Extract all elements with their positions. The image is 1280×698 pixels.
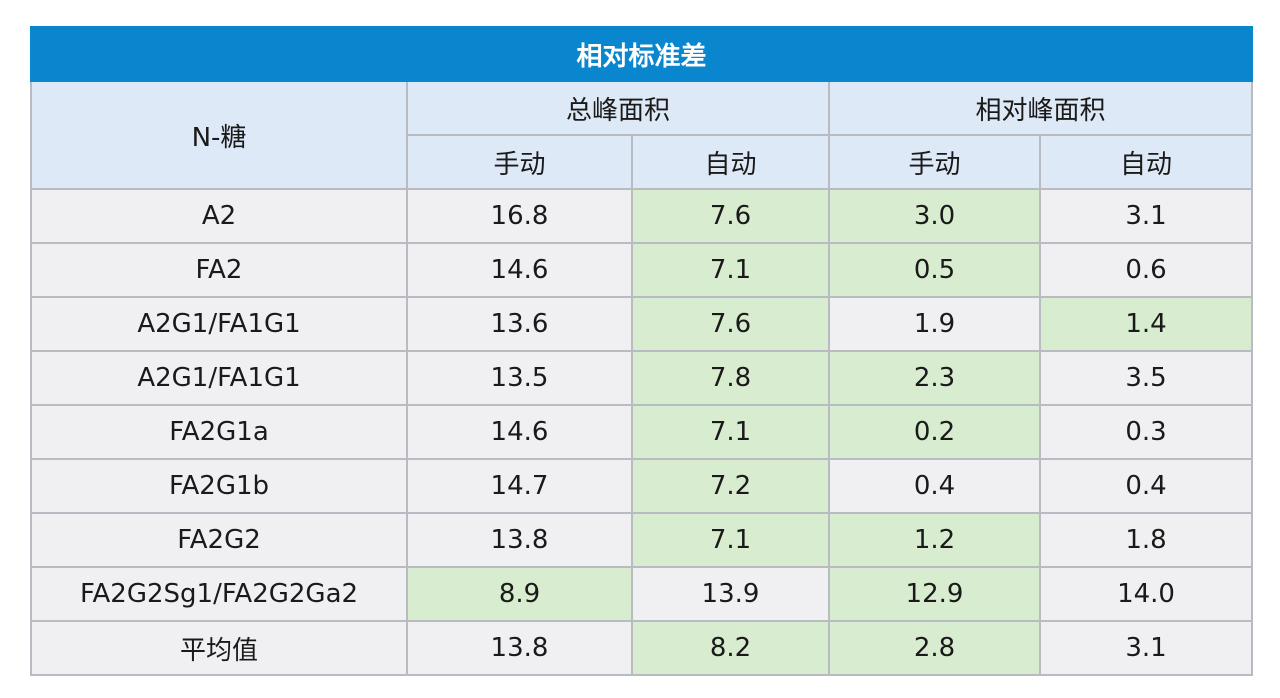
- group-header-total-peak-area: 总峰面积: [406, 80, 830, 136]
- value-cell: 2.3: [828, 350, 1041, 406]
- value-cell: 7.1: [631, 404, 830, 460]
- value-cell: 7.2: [631, 458, 830, 514]
- value-cell: 1.8: [1038, 512, 1254, 568]
- rsd-table: 相对标准差 N-糖 总峰面积 相对峰面积 手动 自动 手动 自动 A2 16.8 7…: [29, 26, 1254, 676]
- table-row: FA2G1b 14.7 7.2 0.4 0.4: [30, 458, 1254, 514]
- value-cell: 7.6: [631, 296, 830, 352]
- value-cell: 7.1: [631, 512, 830, 568]
- table-row: A2G1/FA1G1 13.5 7.8 2.3 3.5: [30, 350, 1254, 406]
- rsd-table-container: 相对标准差 N-糖 总峰面积 相对峰面积 手动 自动 手动 自动 A2 16.8 7…: [29, 26, 1254, 676]
- glycan-name-cell: FA2G1b: [30, 458, 408, 514]
- value-cell: 13.8: [406, 512, 633, 568]
- table-body: A2 16.8 7.6 3.0 3.1 FA2 14.6 7.1 0.5 0.6 A2G1/FA1G…: [30, 188, 1254, 676]
- value-cell: 3.1: [1038, 620, 1254, 676]
- glycan-name-cell: FA2G2Sg1/FA2G2Ga2: [30, 566, 408, 622]
- value-cell: 13.8: [406, 620, 633, 676]
- value-cell: 7.1: [631, 242, 830, 298]
- value-cell: 7.8: [631, 350, 830, 406]
- value-cell: 8.9: [406, 566, 633, 622]
- value-cell: 8.2: [631, 620, 830, 676]
- value-cell: 0.2: [828, 404, 1041, 460]
- value-cell: 12.9: [828, 566, 1041, 622]
- group-header-relative-peak-area: 相对峰面积: [827, 80, 1254, 136]
- row-header-n-glycan: N-糖: [30, 80, 408, 190]
- glycan-name-cell: 平均值: [30, 620, 408, 676]
- value-cell: 0.4: [828, 458, 1041, 514]
- value-cell: 14.7: [406, 458, 633, 514]
- value-cell: 13.5: [406, 350, 633, 406]
- table-row: FA2G1a 14.6 7.1 0.2 0.3: [30, 404, 1254, 460]
- value-cell: 0.6: [1038, 242, 1254, 298]
- table-row: FA2G2 13.8 7.1 1.2 1.8: [30, 512, 1254, 568]
- value-cell: 1.2: [828, 512, 1041, 568]
- glycan-name-cell: FA2G1a: [30, 404, 408, 460]
- value-cell: 3.5: [1038, 350, 1254, 406]
- table-row: 平均值 13.8 8.2 2.8 3.1: [30, 620, 1254, 676]
- table-row: FA2G2Sg1/FA2G2Ga2 8.9 13.9 12.9 14.0: [30, 566, 1254, 622]
- subheader-relative-manual: 手动: [828, 134, 1041, 190]
- glycan-name-cell: A2G1/FA1G1: [30, 350, 408, 406]
- value-cell: 16.8: [406, 188, 633, 244]
- value-cell: 14.6: [406, 242, 633, 298]
- glycan-name-cell: FA2G2: [30, 512, 408, 568]
- value-cell: 0.4: [1038, 458, 1254, 514]
- glycan-name-cell: A2G1/FA1G1: [30, 296, 408, 352]
- value-cell: 2.8: [828, 620, 1041, 676]
- table-row: FA2 14.6 7.1 0.5 0.6: [30, 242, 1254, 298]
- value-cell: 14.0: [1038, 566, 1254, 622]
- subheader-relative-auto: 自动: [1038, 134, 1254, 190]
- subheader-total-auto: 自动: [631, 134, 830, 190]
- glycan-name-cell: FA2: [30, 242, 408, 298]
- subheader-total-manual: 手动: [406, 134, 633, 190]
- table-title: 相对标准差: [29, 26, 1254, 82]
- value-cell: 1.9: [828, 296, 1041, 352]
- value-cell: 0.3: [1038, 404, 1254, 460]
- value-cell: 14.6: [406, 404, 633, 460]
- table-row: A2 16.8 7.6 3.0 3.1: [30, 188, 1254, 244]
- value-cell: 7.6: [631, 188, 830, 244]
- value-cell: 13.9: [631, 566, 830, 622]
- value-cell: 3.1: [1038, 188, 1254, 244]
- value-cell: 1.4: [1038, 296, 1254, 352]
- value-cell: 13.6: [406, 296, 633, 352]
- table-row: A2G1/FA1G1 13.6 7.6 1.9 1.4: [30, 296, 1254, 352]
- glycan-name-cell: A2: [30, 188, 408, 244]
- value-cell: 0.5: [828, 242, 1041, 298]
- value-cell: 3.0: [828, 188, 1041, 244]
